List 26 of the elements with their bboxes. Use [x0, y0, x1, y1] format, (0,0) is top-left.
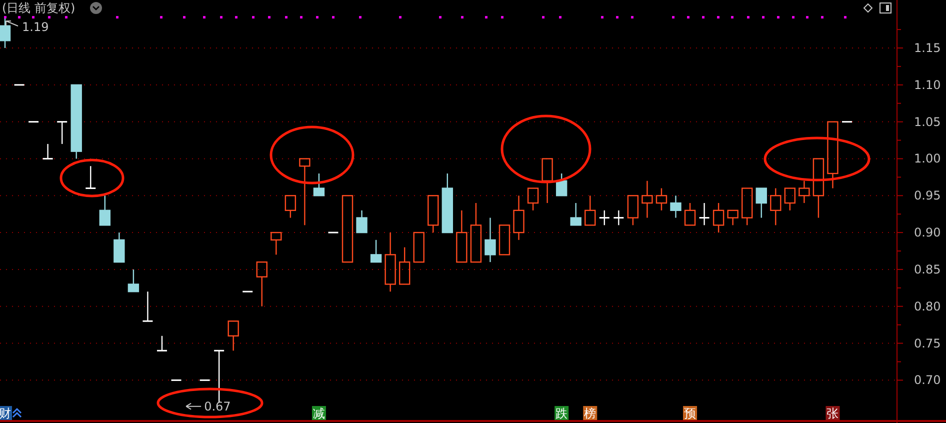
chart-title: (日线 前复权) — [2, 1, 76, 15]
y-tick-label: 0.75 — [914, 336, 941, 350]
candlestick — [798, 180, 810, 204]
y-tick-label: 1.10 — [914, 78, 941, 92]
y-tick-label: 1.00 — [914, 152, 941, 166]
y-tick-label: 0.80 — [914, 299, 941, 314]
y-tick-label: 0.90 — [914, 226, 941, 240]
candlestick — [642, 180, 653, 218]
annotation: 0.67 — [204, 399, 231, 414]
y-tick-label: 1.05 — [914, 114, 941, 129]
y-tick-label: 0.70 — [914, 373, 941, 388]
y-tick-label: 0.95 — [914, 188, 941, 203]
annotation: 张 — [826, 406, 839, 420]
y-tick-label: 1.15 — [914, 40, 941, 55]
candlestick — [698, 202, 710, 226]
candlestick — [670, 195, 682, 218]
candlestick — [513, 195, 524, 241]
annotation: 跌 — [556, 406, 568, 420]
annotation: 1.19 — [22, 20, 49, 34]
annotation: 预 — [684, 406, 696, 420]
candlestick — [484, 217, 496, 263]
annotation: 榜 — [584, 406, 596, 420]
candlestick — [384, 232, 396, 292]
annotation: 减 — [312, 406, 325, 420]
y-tick-label: 0.85 — [914, 262, 941, 276]
candlestick — [612, 210, 624, 226]
